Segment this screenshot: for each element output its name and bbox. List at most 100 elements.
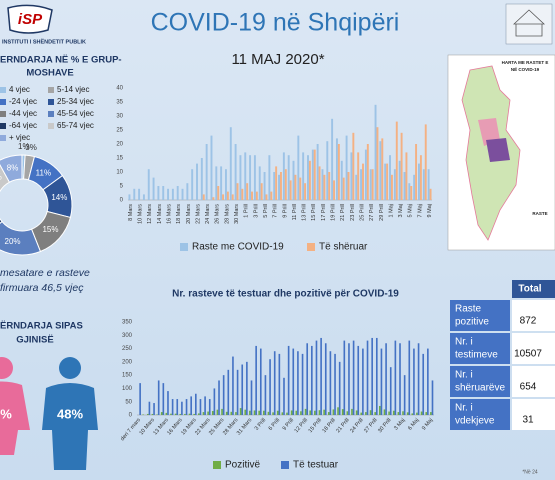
bar	[244, 152, 247, 200]
bar	[186, 183, 189, 200]
bar	[321, 169, 324, 200]
x-tick-label: 29 Prill	[379, 204, 385, 221]
donut-label: 15%	[42, 225, 58, 234]
y-tick-label: 0	[129, 413, 133, 419]
legend-label: -24 vjec	[9, 97, 37, 106]
x-tick-label: 3 Prill	[253, 204, 259, 218]
x-tick-label: 5 Prill	[263, 204, 269, 218]
x-tick-label: 1 Maj	[388, 204, 394, 217]
bar	[184, 413, 186, 415]
legend-label: 5-14 vjec	[57, 85, 89, 94]
bar	[379, 405, 381, 415]
bar	[292, 348, 295, 415]
bar	[217, 186, 220, 200]
bar	[251, 191, 253, 200]
bar	[419, 155, 422, 200]
x-tick-label: 9 Prill	[282, 204, 288, 218]
bar	[284, 169, 287, 200]
male-head	[59, 357, 81, 379]
legend-swatch	[0, 135, 6, 141]
bar	[281, 412, 284, 415]
bar	[241, 188, 244, 200]
bar	[302, 152, 305, 200]
bar	[371, 169, 374, 200]
bar	[402, 411, 404, 415]
bar	[280, 172, 282, 200]
y-tick-label: 0	[120, 198, 124, 204]
y-tick-label: 35	[116, 100, 123, 106]
bar	[249, 155, 252, 200]
bar	[427, 169, 430, 200]
bar	[222, 194, 225, 200]
footnote: *Në 24	[522, 469, 538, 475]
x-tick-label: 27 Prill	[369, 204, 375, 221]
x-tick-label: 26 Mars	[215, 204, 221, 224]
bar	[369, 169, 372, 200]
bar	[307, 155, 309, 200]
bar	[250, 380, 253, 415]
table-value: 31	[522, 415, 534, 426]
x-tick-label: 30 Mars	[234, 204, 240, 224]
bar	[400, 132, 403, 200]
bar	[397, 412, 400, 415]
x-tick-label: 15 Prill	[311, 204, 317, 221]
y-tick-label: 100	[122, 386, 133, 392]
bar	[268, 155, 271, 200]
bar	[227, 369, 230, 415]
bar	[360, 412, 363, 415]
bar	[398, 160, 401, 200]
male-body	[42, 383, 98, 470]
bar	[362, 348, 364, 415]
bar	[390, 174, 393, 200]
bar	[431, 380, 434, 415]
bar	[420, 411, 423, 415]
table-value: 10507	[514, 349, 542, 360]
bar	[323, 174, 326, 200]
y-tick-label: 30	[116, 114, 123, 120]
bar	[260, 183, 263, 200]
bar	[221, 408, 223, 415]
bar	[176, 186, 179, 200]
bar	[195, 393, 197, 415]
bar	[139, 383, 141, 415]
bar	[366, 144, 369, 200]
bar	[273, 351, 276, 415]
bar	[229, 127, 232, 200]
bar	[153, 403, 155, 415]
donut-label: 3%	[25, 143, 37, 152]
bar	[335, 138, 338, 200]
legend-label: -44 vjec	[9, 109, 37, 118]
bar	[352, 340, 355, 415]
bar	[241, 364, 244, 415]
bar	[403, 375, 406, 415]
bar	[230, 411, 233, 415]
bar	[301, 353, 304, 415]
bar	[181, 401, 183, 415]
legend-swatch	[48, 111, 54, 117]
bar	[326, 141, 329, 200]
bar	[128, 194, 131, 200]
bar	[267, 411, 270, 415]
bar	[333, 180, 336, 200]
y-tick-label: 200	[122, 359, 133, 365]
institute-name: INSTITUTI I SHËNDETIT PUBLIK	[2, 38, 86, 45]
bar	[346, 411, 349, 415]
bar	[371, 337, 373, 415]
bar	[360, 169, 363, 200]
bar	[343, 340, 346, 415]
bar	[142, 414, 144, 415]
donut-label: 11%	[36, 169, 51, 178]
bar	[415, 144, 418, 200]
map-region	[478, 118, 500, 146]
bar	[411, 413, 414, 415]
table-row-label: Nr. i	[455, 370, 473, 381]
bar	[290, 410, 293, 415]
bar	[167, 391, 169, 415]
table-row-label: vdekjeve	[455, 416, 495, 427]
main-title: COVID-19 në Shqipëri	[151, 9, 400, 37]
bar	[232, 356, 234, 415]
table-value: 872	[520, 316, 537, 327]
bar	[425, 412, 428, 415]
bar	[369, 410, 372, 415]
legend-swatch	[281, 461, 289, 469]
